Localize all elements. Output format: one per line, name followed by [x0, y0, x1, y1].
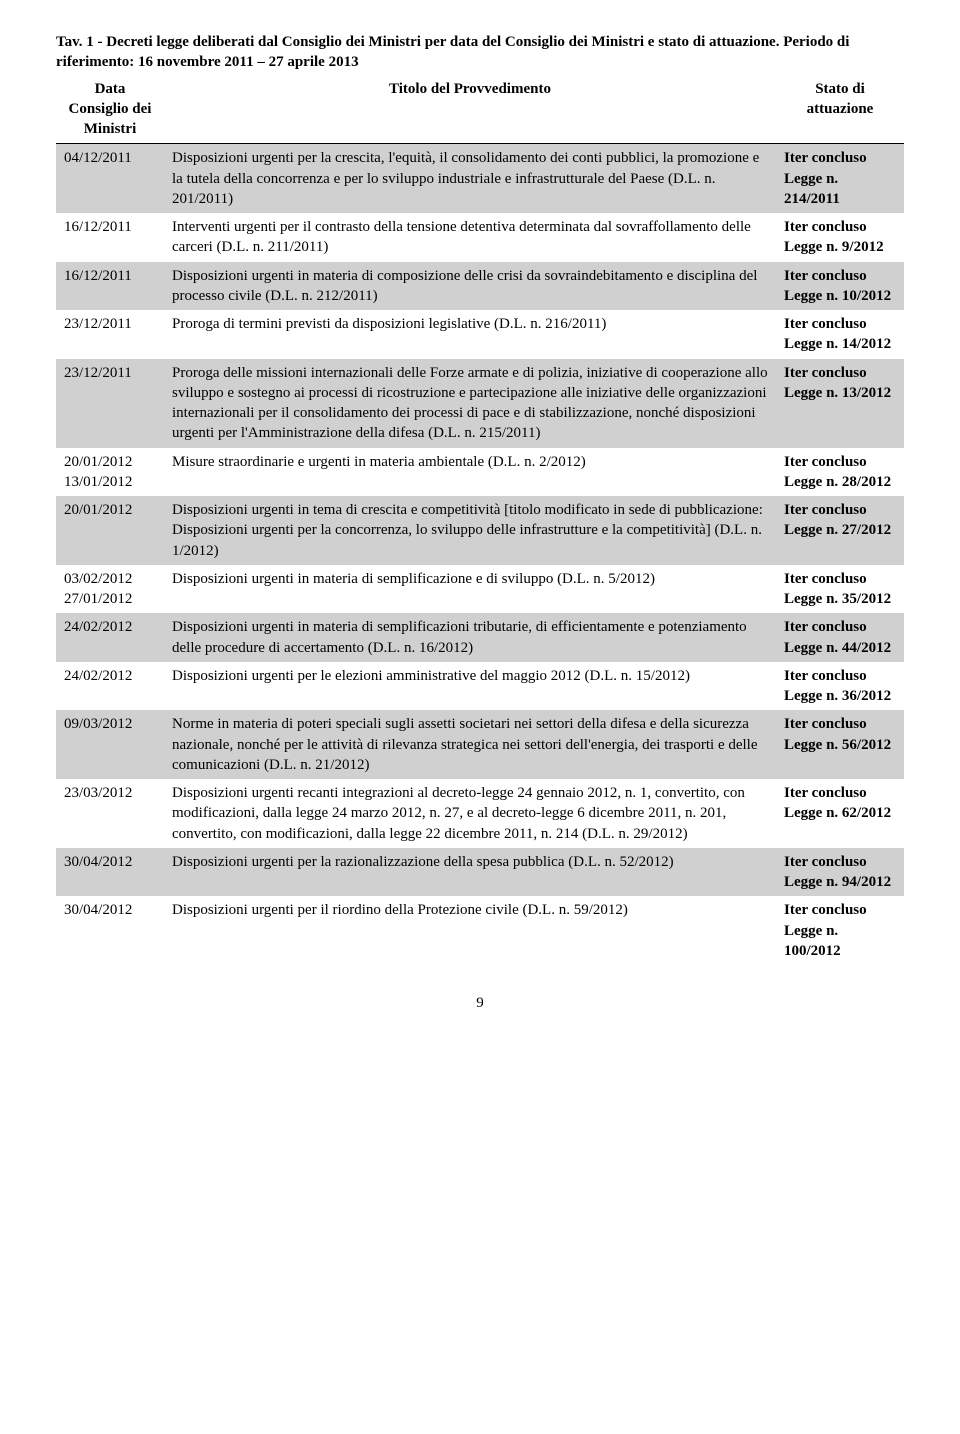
table-row: 20/01/2012 13/01/2012Misure straordinari…	[56, 448, 904, 497]
cell-status: Iter concluso Legge n. 28/2012	[776, 448, 904, 497]
cell-status: Iter concluso Legge n. 36/2012	[776, 662, 904, 711]
cell-date: 20/01/2012 13/01/2012	[56, 448, 164, 497]
cell-title: Disposizioni urgenti in materia di sempl…	[164, 613, 776, 662]
table-row: 23/03/2012Disposizioni urgenti recanti i…	[56, 779, 904, 848]
cell-status: Iter concluso Legge n. 14/2012	[776, 310, 904, 359]
cell-date: 04/12/2011	[56, 144, 164, 213]
cell-title: Misure straordinarie e urgenti in materi…	[164, 448, 776, 497]
cell-title: Norme in materia di poteri speciali sugl…	[164, 710, 776, 779]
cell-status: Iter concluso Legge n. 9/2012	[776, 213, 904, 262]
cell-title: Disposizioni urgenti per la razionalizza…	[164, 848, 776, 897]
cell-date: 23/03/2012	[56, 779, 164, 848]
cell-status: Iter concluso Legge n. 100/2012	[776, 896, 904, 965]
table-caption: Tav. 1 - Decreti legge deliberati dal Co…	[56, 32, 904, 73]
table-row: 24/02/2012Disposizioni urgenti in materi…	[56, 613, 904, 662]
table-row: 23/12/2011Proroga di termini previsti da…	[56, 310, 904, 359]
cell-date: 09/03/2012	[56, 710, 164, 779]
cell-date: 16/12/2011	[56, 262, 164, 311]
table-row: 30/04/2012Disposizioni urgenti per la ra…	[56, 848, 904, 897]
header-title: Titolo del Provvedimento	[164, 75, 776, 144]
cell-title: Disposizioni urgenti recanti integrazion…	[164, 779, 776, 848]
cell-date: 23/12/2011	[56, 310, 164, 359]
cell-status: Iter concluso Legge n. 214/2011	[776, 144, 904, 213]
cell-status: Iter concluso Legge n. 44/2012	[776, 613, 904, 662]
cell-title: Proroga di termini previsti da disposizi…	[164, 310, 776, 359]
cell-title: Disposizioni urgenti in tema di crescita…	[164, 496, 776, 565]
cell-status: Iter concluso Legge n. 35/2012	[776, 565, 904, 614]
table-row: 16/12/2011Interventi urgenti per il cont…	[56, 213, 904, 262]
cell-status: Iter concluso Legge n. 13/2012	[776, 359, 904, 448]
table-row: 16/12/2011Disposizioni urgenti in materi…	[56, 262, 904, 311]
header-date: Data Consiglio dei Ministri	[56, 75, 164, 144]
cell-status: Iter concluso Legge n. 62/2012	[776, 779, 904, 848]
cell-title: Disposizioni urgenti in materia di sempl…	[164, 565, 776, 614]
cell-date: 16/12/2011	[56, 213, 164, 262]
header-status: Stato di attuazione	[776, 75, 904, 144]
cell-title: Proroga delle missioni internazionali de…	[164, 359, 776, 448]
table-header-row: Data Consiglio dei Ministri Titolo del P…	[56, 75, 904, 144]
cell-status: Iter concluso Legge n. 94/2012	[776, 848, 904, 897]
cell-status: Iter concluso Legge n. 27/2012	[776, 496, 904, 565]
cell-title: Disposizioni urgenti per la crescita, l'…	[164, 144, 776, 213]
page-number: 9	[56, 993, 904, 1013]
table-row: 23/12/2011Proroga delle missioni interna…	[56, 359, 904, 448]
cell-status: Iter concluso Legge n. 10/2012	[776, 262, 904, 311]
cell-date: 30/04/2012	[56, 896, 164, 965]
cell-title: Disposizioni urgenti per il riordino del…	[164, 896, 776, 965]
cell-date: 30/04/2012	[56, 848, 164, 897]
cell-date: 23/12/2011	[56, 359, 164, 448]
cell-title: Disposizioni urgenti per le elezioni amm…	[164, 662, 776, 711]
table-row: 30/04/2012Disposizioni urgenti per il ri…	[56, 896, 904, 965]
table-row: 20/01/2012Disposizioni urgenti in tema d…	[56, 496, 904, 565]
cell-date: 03/02/2012 27/01/2012	[56, 565, 164, 614]
cell-date: 24/02/2012	[56, 613, 164, 662]
cell-title: Disposizioni urgenti in materia di compo…	[164, 262, 776, 311]
table-row: 04/12/2011Disposizioni urgenti per la cr…	[56, 144, 904, 213]
cell-status: Iter concluso Legge n. 56/2012	[776, 710, 904, 779]
table-row: 03/02/2012 27/01/2012Disposizioni urgent…	[56, 565, 904, 614]
table-row: 09/03/2012Norme in materia di poteri spe…	[56, 710, 904, 779]
cell-date: 24/02/2012	[56, 662, 164, 711]
decreti-table: Data Consiglio dei Ministri Titolo del P…	[56, 75, 904, 966]
cell-date: 20/01/2012	[56, 496, 164, 565]
cell-title: Interventi urgenti per il contrasto dell…	[164, 213, 776, 262]
table-row: 24/02/2012Disposizioni urgenti per le el…	[56, 662, 904, 711]
